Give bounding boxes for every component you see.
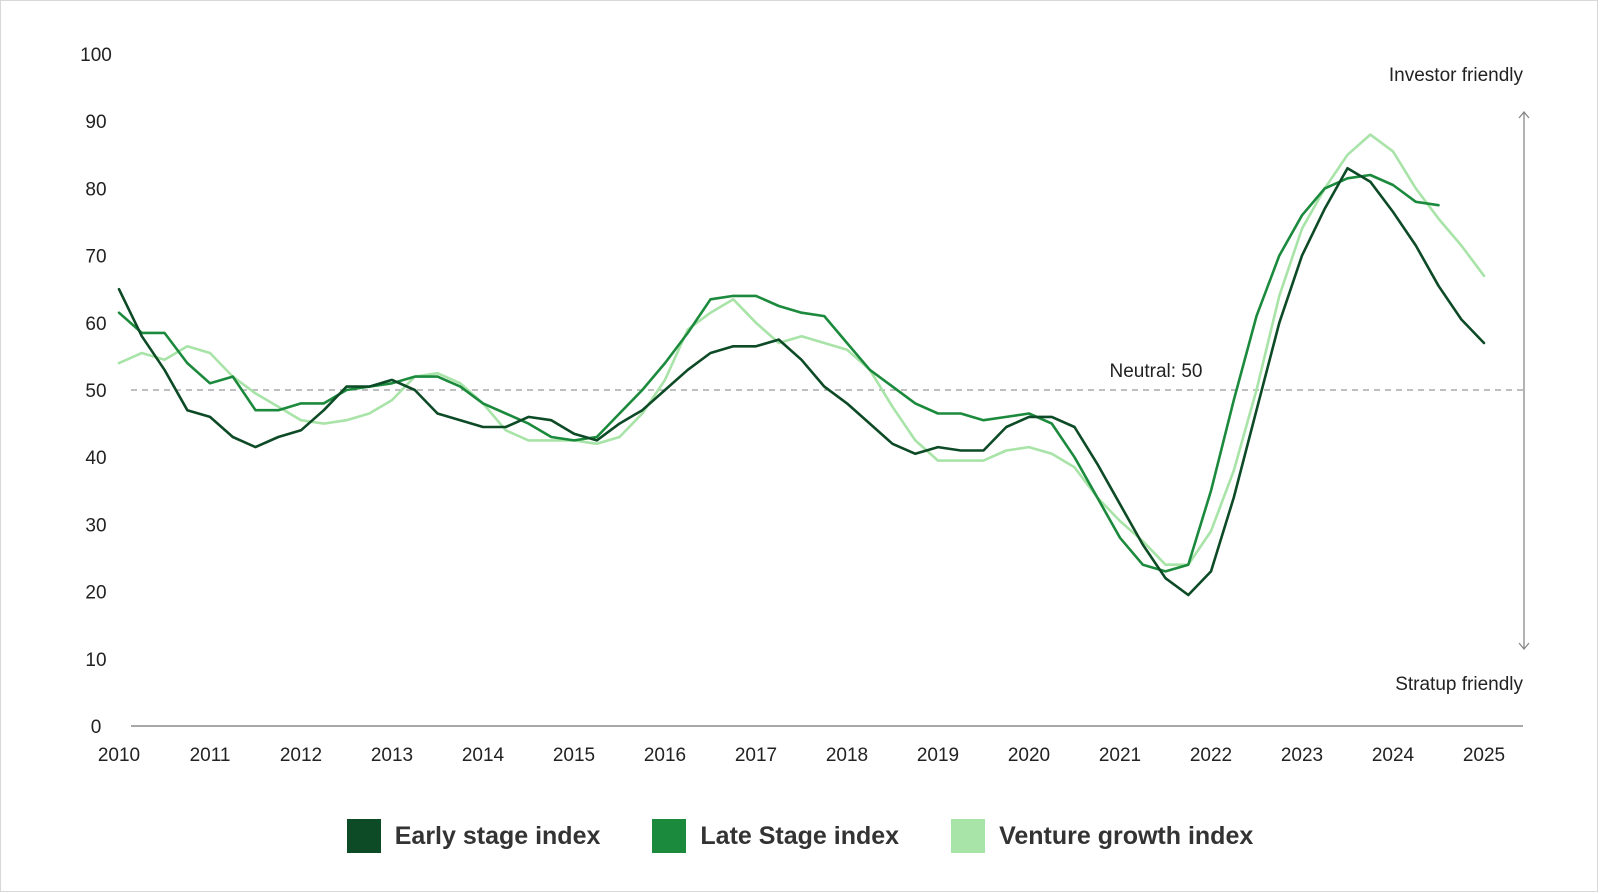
series-line-early-stage-index [117, 166, 1486, 597]
y-tick-label: 60 [85, 314, 106, 335]
y-tick-label: 0 [91, 717, 102, 738]
x-tick-label: 2010 [98, 745, 140, 766]
legend-swatch [346, 819, 381, 853]
y-tick-label: 20 [85, 583, 106, 604]
x-tick-label: 2014 [462, 745, 505, 766]
legend-swatch [951, 819, 986, 853]
y-tick-label: 50 [85, 381, 106, 402]
x-tick-label: 2020 [1008, 745, 1050, 766]
arrow-down-icon [1518, 642, 1530, 651]
y-tick-label: 90 [85, 112, 106, 133]
investor-friendly-label: Investor friendly [1389, 65, 1524, 86]
x-tick-label: 2022 [1190, 745, 1232, 766]
y-tick-label: 70 [85, 247, 106, 268]
legend-swatch [652, 819, 687, 853]
x-tick-label: 2013 [371, 745, 413, 766]
legend: Early stage index Late Stage index Venture… [1, 819, 1599, 853]
y-tick-label: 80 [85, 179, 106, 200]
x-tick-label: 2012 [280, 745, 322, 766]
legend-item: Late Stage index [652, 819, 899, 853]
x-tick-label: 2019 [917, 745, 959, 766]
neutral-label: Neutral: 50 [1110, 361, 1203, 382]
legend-item: Venture growth index [951, 819, 1253, 853]
x-tick-label: 2024 [1372, 745, 1415, 766]
x-tick-label: 2018 [826, 745, 868, 766]
x-tick-label: 2023 [1281, 745, 1323, 766]
y-tick-label: 100 [80, 45, 112, 66]
y-tick-label: 30 [85, 515, 106, 536]
y-tick-label: 40 [85, 448, 106, 469]
x-tick-label: 2015 [553, 745, 595, 766]
legend-item: Early stage index [346, 819, 601, 853]
series-line-venture-growth-index [117, 133, 1486, 567]
startup-friendly-label: Stratup friendly [1395, 674, 1523, 695]
x-tick-label: 2021 [1099, 745, 1141, 766]
y-tick-label: 10 [85, 650, 106, 671]
x-tick-label: 2017 [735, 745, 777, 766]
x-tick-label: 2016 [644, 745, 686, 766]
x-tick-label: 2011 [190, 745, 231, 766]
arrow-up-icon [1518, 110, 1530, 119]
legend-label: Late Stage index [700, 821, 900, 850]
legend-label: Early stage index [394, 821, 601, 850]
series-line-late-stage-index [117, 173, 1440, 573]
legend-label: Venture growth index [999, 821, 1254, 850]
x-tick-label: 2025 [1463, 745, 1505, 766]
